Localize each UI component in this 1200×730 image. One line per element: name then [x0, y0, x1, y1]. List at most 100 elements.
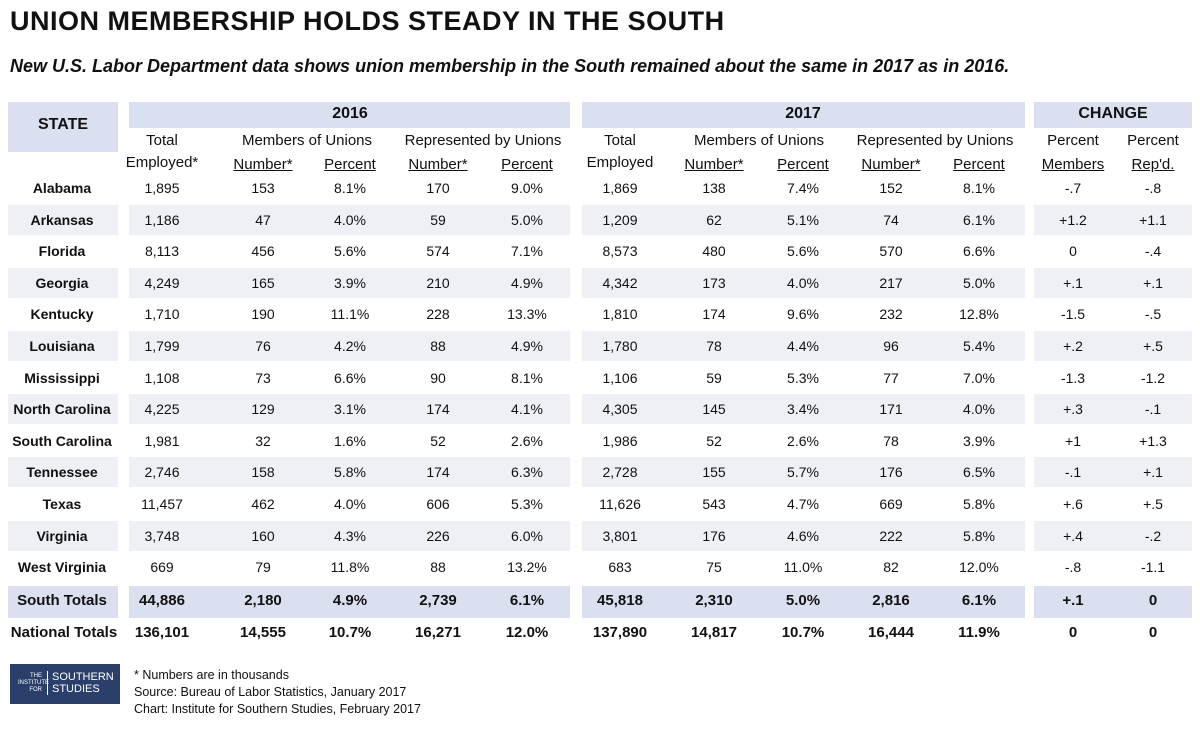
table-cell: 1,108 — [144, 369, 180, 386]
number-header: Number* — [233, 156, 293, 173]
state-name: Tennessee — [26, 464, 98, 481]
table-cell: 2,746 — [144, 464, 180, 481]
table-cell: 6.1% — [963, 211, 995, 228]
state-name: Florida — [38, 243, 86, 260]
table-cell: 8,573 — [602, 243, 638, 260]
table-cell: 4.0% — [334, 211, 366, 228]
table-cell: -.5 — [1144, 306, 1162, 323]
logo-big-text: SOUTHERN STUDIES — [47, 671, 114, 695]
table-cell: +.5 — [1143, 338, 1163, 354]
state-name: Kentucky — [30, 306, 94, 323]
row-stripe — [1034, 457, 1192, 488]
row-stripe — [582, 331, 1025, 361]
table-cell: 1,981 — [144, 432, 180, 449]
table-cell: 6.5% — [963, 464, 995, 481]
table-cell: 47 — [255, 211, 271, 228]
table-cell: 11.1% — [330, 306, 370, 323]
table-cell: 5.6% — [787, 243, 819, 260]
table-cell: 4,249 — [144, 274, 180, 291]
south-totals-cell: 6.1% — [509, 591, 545, 609]
row-stripe — [129, 457, 570, 488]
table-cell: 76 — [255, 338, 271, 354]
table-cell: 1,209 — [602, 211, 638, 228]
page-subtitle: New U.S. Labor Department data shows uni… — [10, 56, 1010, 76]
table-cell: 228 — [426, 306, 450, 323]
table-cell: 222 — [879, 527, 903, 544]
table-cell: 3.1% — [334, 401, 366, 418]
table-cell: 78 — [883, 432, 899, 449]
row-stripe — [582, 520, 1025, 551]
table-cell: -.2 — [1144, 527, 1162, 544]
table-cell: 32 — [255, 432, 271, 449]
row-stripe — [8, 457, 118, 488]
table-cell: +.5 — [1143, 496, 1163, 512]
row-stripe — [129, 520, 570, 551]
table-cell: 12.0% — [959, 559, 999, 576]
national-totals-cell: 0 — [1148, 623, 1158, 641]
state-name: West Virginia — [17, 559, 107, 576]
table-cell: 88 — [430, 559, 446, 576]
table-cell: +.1 — [1143, 274, 1163, 291]
percent-repd-line1: Percent — [1127, 132, 1179, 149]
percent-repd-line2: Rep'd. — [1131, 156, 1175, 173]
table-cell: 5.0% — [511, 211, 543, 228]
table-cell: 190 — [251, 306, 275, 323]
table-cell: 4.6% — [787, 527, 819, 544]
percent-header: Percent — [953, 156, 1005, 173]
row-stripe — [582, 267, 1025, 298]
table-cell: -1.5 — [1060, 306, 1086, 323]
represented-by-unions-2016: Represented by Unions — [404, 132, 562, 149]
table-cell: 171 — [879, 401, 903, 418]
south-totals-cell: 2,310 — [695, 591, 733, 609]
percent-members-line1: Percent — [1047, 132, 1099, 149]
table-cell: 158 — [251, 464, 275, 481]
row-stripe — [129, 267, 570, 298]
national-totals-cell: 16,271 — [415, 623, 461, 641]
table-cell: 74 — [883, 211, 899, 228]
table-cell: -.4 — [1144, 243, 1162, 260]
state-name: South Carolina — [12, 432, 112, 449]
table-cell: 5.6% — [334, 243, 366, 260]
row-stripe — [1034, 204, 1192, 235]
table-cell: 5.8% — [963, 527, 995, 544]
table-cell: 79 — [255, 559, 271, 576]
table-cell: 462 — [251, 496, 275, 512]
table-cell: 11,626 — [599, 496, 641, 512]
table-cell: 1,895 — [144, 180, 180, 196]
table-cell: 52 — [430, 432, 446, 449]
table-cell: 6.3% — [511, 464, 543, 481]
year-2017-header: 2017 — [785, 105, 821, 122]
table-cell: 4,305 — [602, 401, 638, 418]
table-cell: 1,799 — [144, 338, 180, 354]
table-cell: 13.2% — [507, 559, 547, 576]
table-cell: 13.3% — [507, 306, 547, 323]
table-cell: -.7 — [1064, 180, 1082, 196]
south-totals-cell: 2,816 — [872, 591, 910, 609]
table-cell: 5.0% — [963, 274, 995, 291]
table-cell: 1.6% — [334, 432, 366, 449]
national-totals-cell: 0 — [1068, 623, 1078, 641]
table-cell: 176 — [879, 464, 903, 481]
table-cell: 160 — [251, 527, 275, 544]
table-cell: +.4 — [1063, 527, 1083, 544]
table-cell: 1,186 — [144, 211, 180, 228]
table-cell: 7.1% — [511, 243, 543, 260]
state-header: STATE — [37, 116, 89, 133]
national-totals-cell: 11.9% — [958, 623, 1000, 641]
table-cell: +.3 — [1063, 401, 1083, 418]
table-cell: 96 — [883, 338, 899, 354]
table-cell: 3,801 — [602, 527, 638, 544]
row-stripe — [582, 394, 1025, 425]
percent-members-line2: Members — [1041, 156, 1105, 173]
table-cell: 9.0% — [511, 180, 543, 196]
table-cell: 173 — [702, 274, 726, 291]
table-cell: 77 — [883, 369, 899, 386]
row-stripe — [8, 520, 118, 551]
table-cell: 152 — [879, 180, 903, 196]
national-totals-cell: 16,444 — [868, 623, 914, 641]
table-cell: 52 — [706, 432, 722, 449]
national-totals-cell: 137,890 — [592, 623, 648, 641]
table-cell: 59 — [706, 369, 722, 386]
table-cell: -.8 — [1144, 180, 1162, 196]
table-cell: 456 — [251, 243, 275, 260]
